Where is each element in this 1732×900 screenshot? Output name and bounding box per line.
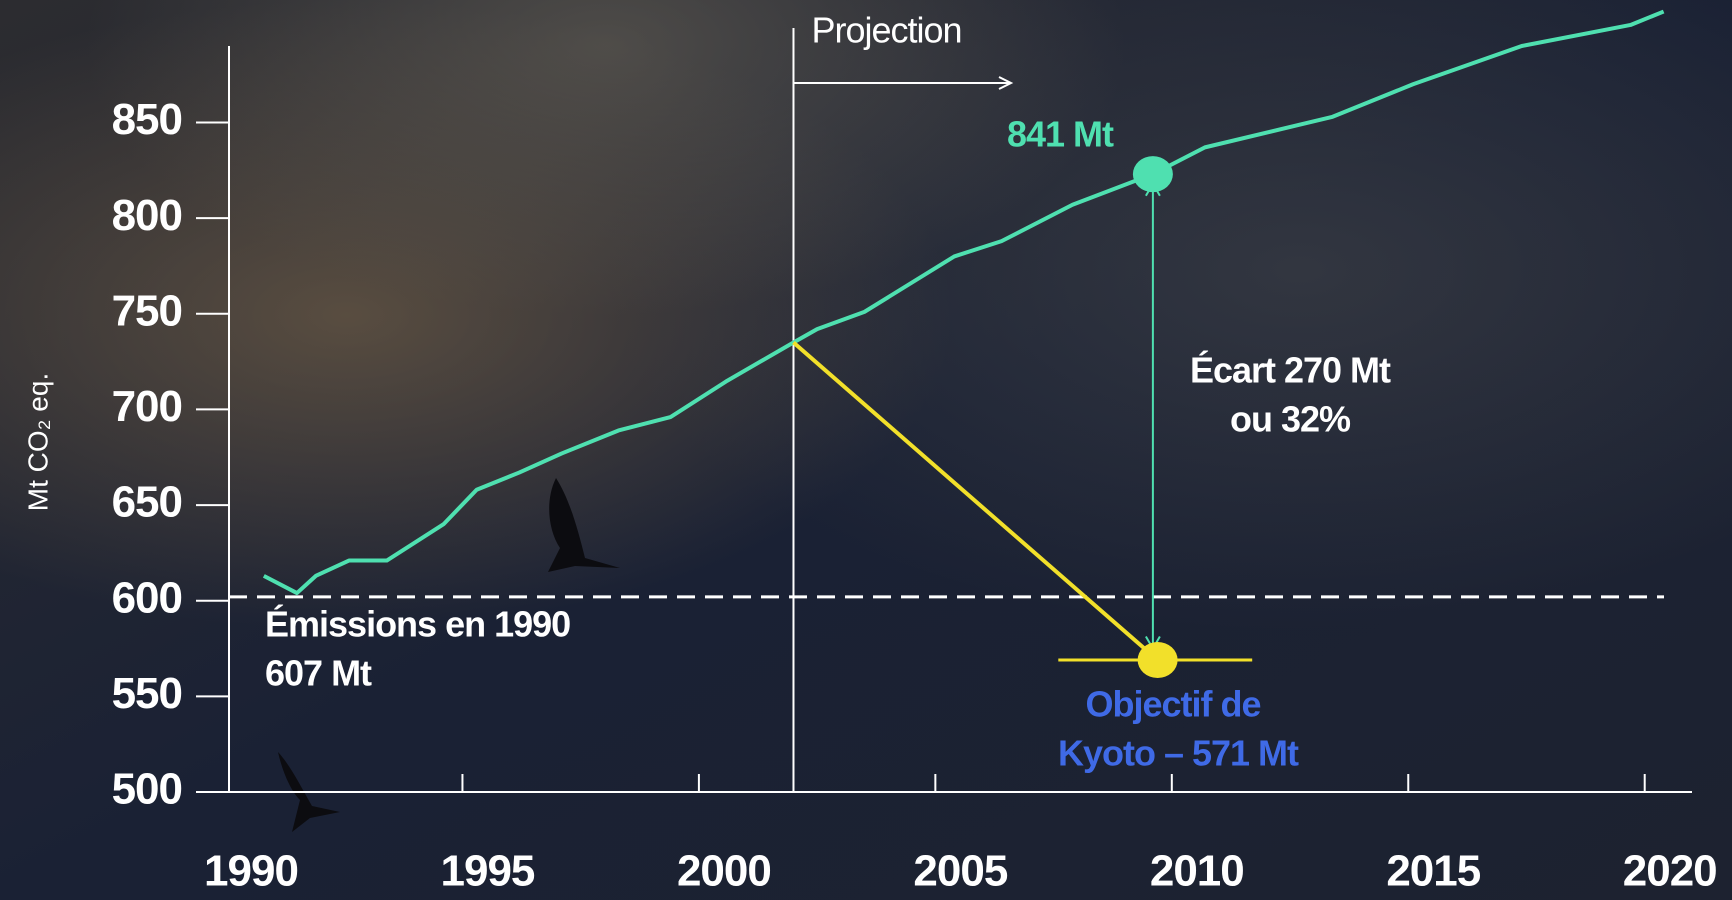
x-tick-label: 2000 xyxy=(677,847,771,896)
x-tick-label: 2010 xyxy=(1150,847,1244,896)
x-tick-label: 2005 xyxy=(913,847,1007,896)
y-tick-label: 500 xyxy=(112,765,182,814)
annotation: Émissions en 1990 xyxy=(265,604,570,645)
marker xyxy=(1132,156,1173,193)
series-line xyxy=(792,340,1159,662)
x-tick-label: 1995 xyxy=(441,847,535,896)
y-tick-label: 800 xyxy=(112,191,182,240)
annotation: Objectif de xyxy=(1085,684,1260,725)
annotation: Écart 270 Mt xyxy=(1190,350,1391,391)
x-tick-label: 2015 xyxy=(1386,847,1480,896)
annotation: 841 Mt xyxy=(1007,114,1114,155)
series-line xyxy=(262,9,1665,596)
y-tick-label: 750 xyxy=(112,286,182,335)
marker xyxy=(1137,642,1178,679)
y-tick-label: 850 xyxy=(112,95,182,144)
x-tick-label: 2020 xyxy=(1623,847,1717,896)
bird xyxy=(548,478,620,572)
annotation: ou 32% xyxy=(1230,399,1351,440)
y-tick-label: 650 xyxy=(112,478,182,527)
projection-label: Projection xyxy=(811,10,961,51)
y-tick-label: 700 xyxy=(112,382,182,431)
annotation: Kyoto – 571 Mt xyxy=(1058,733,1299,774)
annotation: 607 Mt xyxy=(265,653,372,694)
x-tick-label: 1990 xyxy=(204,847,298,896)
y-axis-label: Mt CO₂ eq. xyxy=(22,373,53,511)
bird xyxy=(278,752,340,832)
y-tick-label: 550 xyxy=(112,669,182,718)
y-tick-label: 600 xyxy=(112,573,182,622)
projection-arrow xyxy=(793,76,1014,90)
